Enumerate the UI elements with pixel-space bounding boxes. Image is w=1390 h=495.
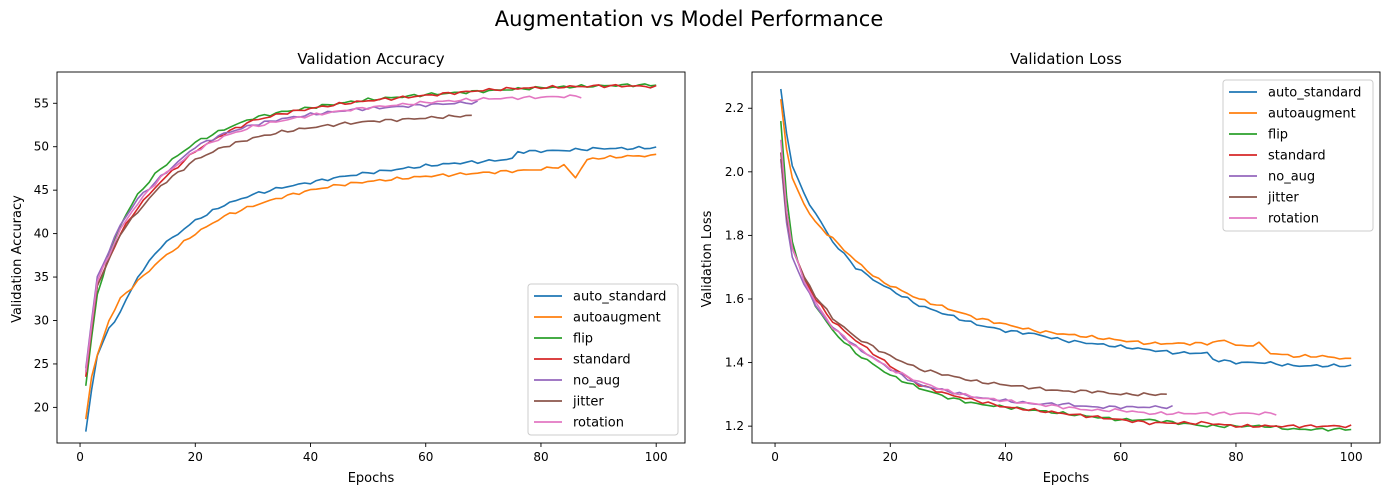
loss-legend-label: no_aug: [1268, 170, 1315, 185]
loss-y-tick-label: 1.8: [725, 228, 744, 242]
accuracy-x-tick-label: 100: [645, 450, 668, 464]
loss-chart-title: Validation Loss: [1010, 50, 1122, 68]
loss-y-axis-label: Validation Loss: [700, 210, 715, 307]
loss-x-tick-label: 20: [883, 450, 898, 464]
accuracy-x-tick-label: 20: [188, 450, 203, 464]
accuracy-plot-area: 0 20 40 60 80 100 20 25 30 35 40 45 50 55: [34, 71, 686, 464]
loss-series-line-standard: [780, 158, 1352, 429]
accuracy-y-axis-label: Validation Accuracy: [10, 195, 25, 323]
loss-x-tick-label: 80: [1228, 450, 1243, 464]
loss-legend-label: jitter: [1267, 191, 1299, 206]
accuracy-x-axis-label: Epochs: [348, 471, 395, 486]
loss-legend-label: flip: [1268, 128, 1288, 143]
accuracy-panel: Validation Accuracy Epochs Validation Ac…: [10, 50, 686, 486]
loss-panel: Validation Loss Epochs Validation Loss 0…: [700, 50, 1381, 486]
accuracy-series-line-no-aug: [85, 100, 478, 369]
loss-axes-frame: [751, 71, 1381, 444]
accuracy-y-tick-label: 40: [34, 227, 49, 241]
loss-plot-area: 0 20 40 60 80 100 1.2 1.4 1.6 1.8 2.0 2.2: [725, 71, 1381, 464]
loss-series-line-rotation: [780, 139, 1277, 416]
loss-y-tick-label: 1.4: [725, 356, 744, 370]
loss-legend-box: [1222, 79, 1374, 232]
loss-y-tick-label: 2.0: [725, 165, 744, 179]
accuracy-axes-frame: [56, 71, 686, 444]
accuracy-y-tick-label: 30: [34, 313, 49, 327]
accuracy-legend: auto_standard autoaugment flip standard no_a…: [527, 283, 679, 436]
loss-legend: auto_standard autoaugment flip standard no_a…: [1222, 79, 1374, 232]
loss-y-tick-label: 1.2: [725, 419, 744, 433]
accuracy-y-tick-label: 50: [34, 140, 49, 154]
loss-legend-label: rotation: [1268, 212, 1319, 227]
accuracy-y-tick-label: 35: [34, 270, 49, 284]
accuracy-x-tick-label: 80: [533, 450, 548, 464]
accuracy-y-tick-label: 45: [34, 183, 49, 197]
loss-x-axis-label: Epochs: [1043, 471, 1090, 486]
accuracy-y-tick-label: 55: [34, 96, 49, 110]
loss-x-tick-label: 40: [998, 450, 1013, 464]
loss-series-line-jitter: [780, 152, 1167, 397]
loss-legend-label: auto_standard: [1268, 86, 1361, 101]
loss-y-tick-label: 1.6: [725, 292, 744, 306]
loss-y-tick-label: 2.2: [725, 101, 744, 115]
loss-series-line-no-aug: [780, 159, 1173, 410]
accuracy-series-line-jitter: [85, 114, 472, 373]
accuracy-series-line-auto-standard: [85, 145, 657, 432]
accuracy-series-line-standard: [85, 83, 657, 377]
accuracy-legend-label: autoaugment: [573, 311, 661, 326]
loss-legend-label: standard: [1268, 149, 1326, 164]
figure-title: Augmentation vs Model Performance: [495, 7, 884, 31]
accuracy-series-line-autoaugment: [85, 153, 657, 420]
accuracy-chart-title: Validation Accuracy: [297, 50, 444, 68]
accuracy-legend-label: rotation: [573, 416, 624, 431]
loss-series-line-autoaugment: [780, 99, 1352, 360]
loss-x-tick-label: 100: [1340, 450, 1363, 464]
loss-series-line-auto-standard: [780, 88, 1352, 368]
accuracy-legend-label: no_aug: [573, 374, 620, 389]
accuracy-y-tick-label: 25: [34, 357, 49, 371]
accuracy-legend-label: flip: [573, 332, 593, 347]
accuracy-legend-label: auto_standard: [573, 290, 666, 305]
loss-x-tick-label: 60: [1113, 450, 1128, 464]
accuracy-series-line-rotation: [85, 94, 582, 373]
accuracy-legend-label: standard: [573, 353, 631, 368]
accuracy-legend-box: [527, 283, 679, 436]
accuracy-y-tick-label: 20: [34, 400, 49, 414]
loss-legend-label: autoaugment: [1268, 107, 1356, 122]
accuracy-series-line-flip: [85, 83, 657, 386]
loss-x-tick-label: 0: [771, 450, 779, 464]
accuracy-x-tick-label: 60: [418, 450, 433, 464]
accuracy-legend-label: jitter: [572, 395, 604, 410]
accuracy-x-tick-label: 40: [303, 450, 318, 464]
accuracy-x-tick-label: 0: [76, 450, 84, 464]
